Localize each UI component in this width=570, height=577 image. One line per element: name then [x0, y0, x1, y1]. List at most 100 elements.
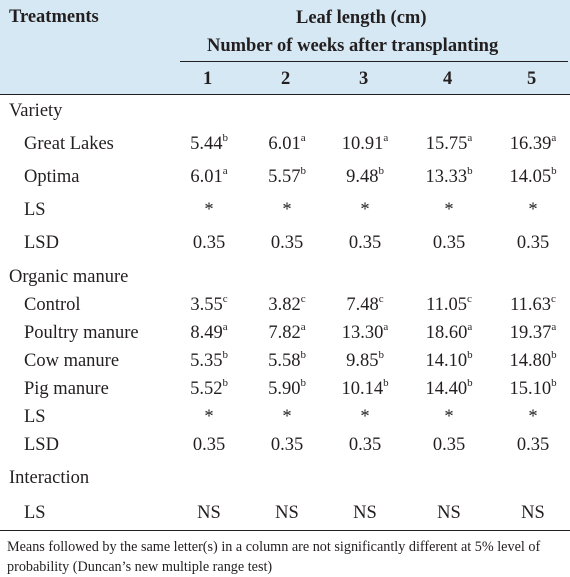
cell-value: 0.35 — [432, 435, 466, 455]
table-cell: 7.48c — [346, 292, 384, 315]
significance-letter: b — [222, 348, 228, 361]
cell-value: 0.35 — [192, 233, 226, 253]
significance-letter: a — [467, 131, 473, 144]
table-cell: * — [528, 201, 537, 220]
cell-value: NS — [275, 503, 299, 523]
table-cell: 0.35 — [517, 234, 549, 253]
table-cell: 3.55c — [190, 292, 228, 315]
row-label: Pig manure — [24, 379, 109, 399]
cell-value: 10.14 — [341, 379, 384, 399]
table-cell: 11.05c — [426, 292, 472, 315]
cell-value: 0.35 — [516, 435, 550, 455]
significance-letter: c — [378, 292, 384, 305]
significance-letter: b — [378, 164, 384, 177]
significance-letter: b — [467, 164, 473, 177]
table-cell: 5.58b — [268, 349, 306, 371]
week-col-header: 5 — [527, 69, 537, 89]
table-cell: 10.91a — [342, 132, 389, 154]
cell-value: NS — [197, 503, 221, 523]
header-divider — [0, 94, 570, 95]
significance-letter: c — [300, 292, 306, 305]
cell-value: * — [528, 200, 538, 220]
table-cell: * — [360, 408, 369, 427]
table-cell: 5.35b — [190, 348, 228, 371]
cell-value: 5.44 — [190, 134, 223, 154]
table-bottom-divider — [0, 530, 570, 531]
table-cell: * — [204, 201, 213, 220]
cell-value: 15.75 — [425, 134, 468, 154]
subheader-divider — [180, 61, 568, 62]
cell-value: 0.35 — [432, 233, 466, 253]
table-cell: * — [282, 408, 291, 427]
table-cell: * — [282, 201, 291, 220]
cell-value: 14.40 — [425, 379, 468, 399]
cell-value: 11.63 — [510, 295, 552, 315]
table-cell: 11.63c — [510, 292, 556, 315]
table-cell: 5.52b — [190, 377, 228, 399]
cell-value: 11.05 — [426, 295, 468, 315]
table-cell: 19.37a — [510, 320, 557, 343]
cell-value: NS — [521, 503, 545, 523]
treatments-header: Treatments — [9, 7, 99, 27]
row-label: LS — [24, 200, 46, 220]
cell-value: 5.57 — [268, 167, 301, 187]
table-cell: * — [528, 408, 537, 427]
table-cell: 13.33b — [425, 164, 473, 187]
significance-letter: a — [300, 320, 306, 333]
table-cell: 0.35 — [433, 234, 465, 253]
significance-letter: a — [300, 131, 306, 144]
row-label: LS — [24, 407, 46, 427]
table-cell: 7.82a — [268, 320, 306, 343]
cell-value: * — [204, 200, 214, 220]
cell-value: 0.35 — [348, 233, 382, 253]
row-label: LS — [24, 503, 46, 523]
row-label: Optima — [24, 167, 80, 187]
table-cell: 0.35 — [349, 436, 381, 455]
week-col-header: 3 — [359, 69, 369, 89]
cell-value: 0.35 — [270, 435, 304, 455]
table-cell: NS — [437, 504, 461, 523]
significance-letter: a — [222, 320, 228, 333]
week-col-header: 2 — [281, 69, 291, 89]
row-label: Poultry manure — [24, 323, 139, 343]
row-label: Control — [24, 295, 81, 315]
cell-value: 5.35 — [190, 351, 223, 371]
table-cell: 14.10b — [425, 349, 472, 371]
cell-value: 14.80 — [509, 351, 552, 371]
table-cell: 9.85b — [346, 348, 384, 371]
table-cell: 15.10b — [509, 376, 557, 399]
significance-letter: a — [222, 164, 228, 177]
table-cell: 5.44b — [190, 132, 228, 154]
table-cell: 16.39a — [510, 132, 557, 154]
significance-letter: b — [551, 376, 557, 389]
table-cell: 0.35 — [271, 234, 303, 253]
cell-value: 0.35 — [516, 233, 550, 253]
table-cell: 0.35 — [349, 234, 381, 253]
significance-letter: c — [222, 292, 228, 305]
significance-letter: b — [551, 164, 557, 177]
significance-letter: c — [467, 292, 472, 305]
table-cell: 10.14b — [341, 376, 389, 399]
table-cell: 14.05b — [509, 164, 557, 187]
table-cell: * — [360, 201, 369, 220]
significance-letter: b — [378, 348, 384, 361]
cell-value: NS — [437, 503, 461, 523]
cell-value: 3.82 — [268, 295, 301, 315]
section-label-organic-manure: Organic manure — [9, 267, 129, 287]
cell-value: 5.52 — [190, 379, 223, 399]
significance-letter: a — [383, 320, 389, 333]
significance-letter: a — [551, 320, 557, 333]
cell-value: 8.49 — [190, 323, 223, 343]
cell-value: 0.35 — [192, 435, 226, 455]
cell-value: 7.82 — [268, 323, 301, 343]
leaf-length-header: Leaf length (cm) — [296, 8, 427, 28]
row-label: LSD — [24, 233, 59, 253]
cell-value: 5.58 — [268, 351, 301, 371]
significance-letter: c — [551, 292, 556, 305]
table-cell: 9.48b — [346, 164, 384, 187]
significance-letter: b — [300, 164, 306, 177]
significance-letter: b — [383, 376, 389, 389]
row-label: LSD — [24, 435, 59, 455]
cell-value: * — [282, 407, 292, 427]
cell-value: * — [360, 200, 370, 220]
